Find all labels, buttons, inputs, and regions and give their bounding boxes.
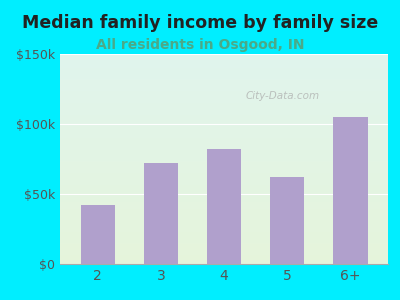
Text: All residents in Osgood, IN: All residents in Osgood, IN	[96, 38, 304, 52]
Bar	[333, 117, 368, 264]
Text: City-Data.com: City-Data.com	[246, 91, 320, 101]
Bar	[207, 149, 241, 264]
Bar	[144, 163, 178, 264]
Bar	[270, 177, 304, 264]
Bar	[80, 205, 115, 264]
Text: Median family income by family size: Median family income by family size	[22, 14, 378, 32]
